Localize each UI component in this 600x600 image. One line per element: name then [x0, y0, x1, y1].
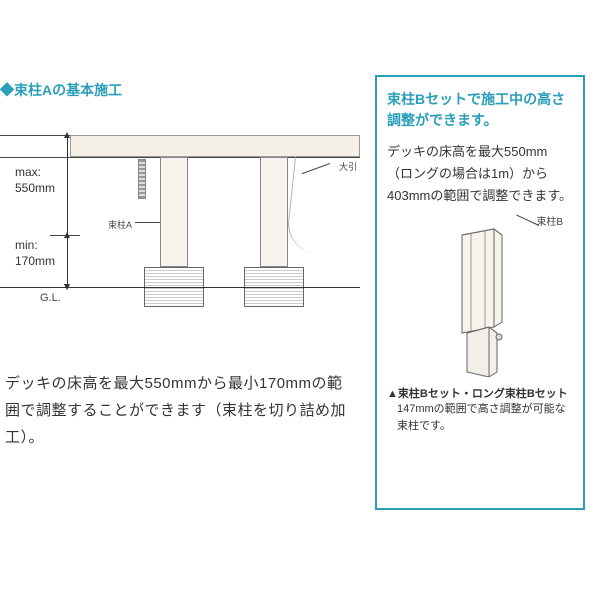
pillar-a-diagram: 大引 束柱A G.L. max: 550mm min: 170mm [0, 130, 360, 360]
deck-beam [70, 135, 360, 157]
left-panel: ◆束柱Aの基本施工 大引 束柱A G.L. max: 550mm min: 17… [0, 0, 360, 600]
pillar-b-diagram: 束柱B [387, 213, 573, 383]
dimension-max-label: max: 550mm [15, 165, 55, 196]
pillar-a-leader [135, 222, 160, 223]
pillar-a-2 [260, 157, 288, 267]
right-title: 束柱Bセットで施工中の高さ調整ができます。 [387, 89, 573, 131]
guide-line-top [0, 135, 70, 136]
right-panel: 束柱Bセットで施工中の高さ調整ができます。 デッキの床高を最大550mm（ロング… [375, 75, 585, 510]
right-sub-description: 147mmの範囲で高さ調整が可能な束柱です。 [387, 401, 573, 434]
obiki-label: 大引 [339, 160, 357, 173]
right-sub-title: ▲束柱Bセット・ロング束柱Bセット [387, 385, 573, 401]
left-title: ◆束柱Aの基本施工 [0, 80, 122, 100]
dimension-min-label: min: 170mm [15, 238, 55, 269]
pillar-b-icon [447, 227, 517, 377]
right-description: デッキの床高を最大550mm（ロングの場合は1m）から403mmの範囲で調整でき… [387, 141, 573, 207]
wire-curve [285, 156, 325, 254]
ground-line [0, 287, 360, 288]
pillar-a-1 [160, 157, 188, 267]
ground-line-label: G.L. [40, 292, 61, 304]
pillar-a-label: 束柱A [108, 218, 132, 231]
pillar-b-label: 束柱B [536, 213, 563, 228]
left-description: デッキの床高を最大550mmから最小170mmの範囲で調整することができます（束… [5, 370, 355, 451]
dimension-min-arrow [62, 235, 74, 287]
bolt-thread-icon [138, 159, 146, 199]
